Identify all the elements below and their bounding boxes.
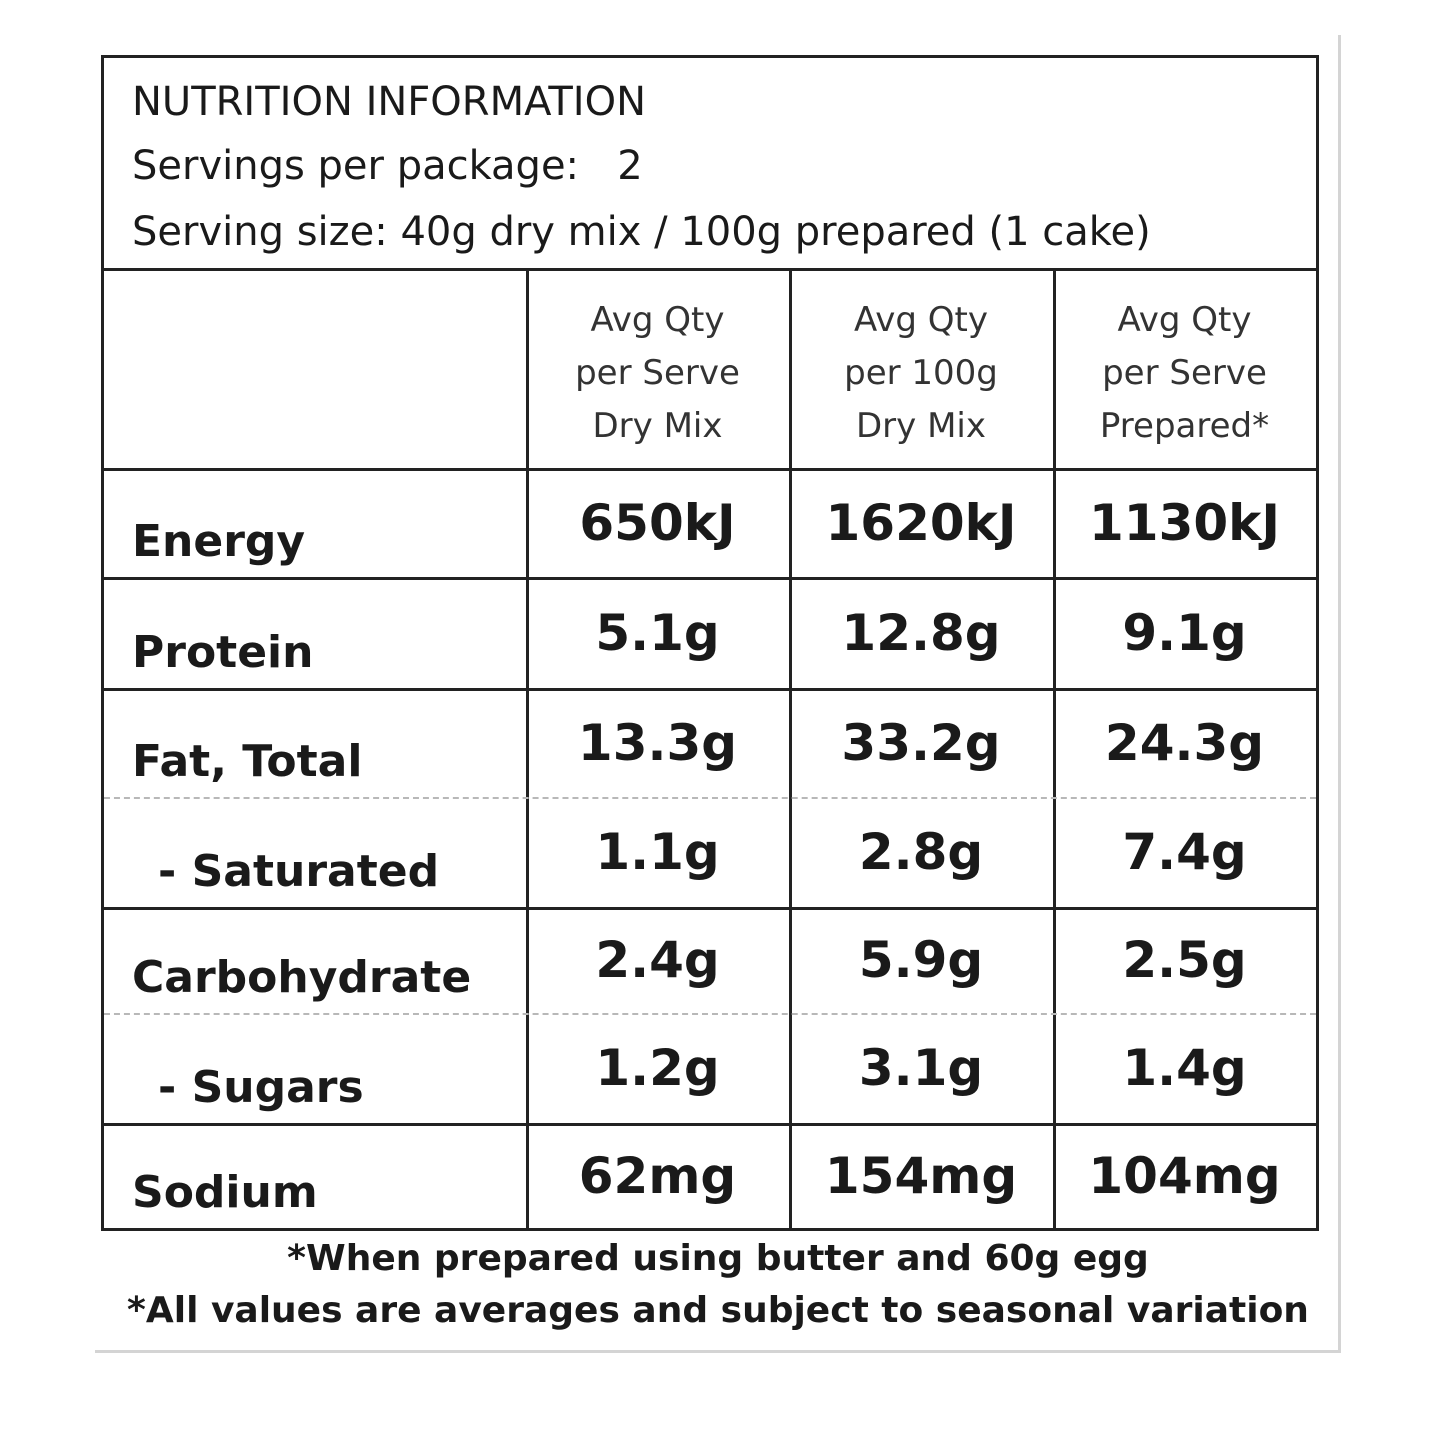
column-header-line: Dry Mix <box>856 406 986 446</box>
nutrient-label: Protein <box>132 627 314 678</box>
column-divider <box>1053 268 1056 1228</box>
row-divider <box>104 1123 1316 1126</box>
nutrient-value: 62mg <box>578 1146 737 1205</box>
column-header-line: per 100g <box>844 353 998 393</box>
frame <box>1338 35 1341 1352</box>
column-header-line: per Serve <box>1102 353 1267 393</box>
servings-label: Servings per package: <box>132 143 580 189</box>
column-header: Avg Qty per Serve Prepared* <box>1053 294 1316 453</box>
column-header: Avg Qty per 100g Dry Mix <box>789 294 1053 453</box>
column-header: Avg Qty per Serve Dry Mix <box>526 294 789 453</box>
title: NUTRITION INFORMATION <box>132 79 646 125</box>
nutrient-value: 2.5g <box>1122 931 1247 989</box>
nutrient-label: - Sugars <box>158 1062 364 1113</box>
nutrient-label: Sodium <box>132 1167 318 1218</box>
nutrient-value: 104mg <box>1088 1146 1281 1205</box>
column-divider <box>789 268 792 1228</box>
column-header-line: Avg Qty <box>854 300 988 340</box>
nutrient-value: 5.9g <box>858 931 984 989</box>
column-header-line: Dry Mix <box>592 406 723 446</box>
footnote: *All values are averages and subject to … <box>127 1290 1309 1331</box>
nutrient-value: 1.1g <box>595 823 720 881</box>
nutrient-value: 3.1g <box>858 1039 984 1097</box>
row-divider <box>104 688 1316 691</box>
footnote: *When prepared using butter and 60g egg <box>287 1238 1149 1279</box>
column-header-line: Prepared* <box>1099 406 1270 446</box>
servings-value: 2 <box>617 143 643 189</box>
row-divider <box>104 577 1316 580</box>
column-header-line: per Serve <box>575 353 740 393</box>
row-divider <box>101 268 1316 271</box>
row-divider <box>104 907 1316 910</box>
nutrient-value: 2.8g <box>858 823 984 881</box>
nutrient-value: 9.1g <box>1122 603 1247 662</box>
nutrient-value: 13.3g <box>577 713 738 772</box>
nutrient-value: 5.1g <box>595 603 720 662</box>
servings: Servings per package: 2 <box>132 142 643 190</box>
serving-size: Serving size: 40g dry mix / 100g prepare… <box>132 209 1151 255</box>
nutrient-value: 1.2g <box>595 1039 720 1097</box>
frame <box>95 1350 1341 1353</box>
nutrient-value: 1.4g <box>1122 1039 1247 1097</box>
nutrient-value: 1130kJ <box>1088 493 1280 552</box>
nutrient-value: 650kJ <box>579 493 736 552</box>
nutrient-value: 12.8g <box>841 603 1001 662</box>
nutrient-label: Carbohydrate <box>132 952 472 1003</box>
nutrient-value: 1620kJ <box>825 493 1017 552</box>
nutrient-label: Fat, Total <box>132 736 363 787</box>
column-header-line: Avg Qty <box>590 300 725 340</box>
row-divider <box>104 1013 1316 1015</box>
nutrient-value: 2.4g <box>595 931 720 989</box>
nutrient-value: 7.4g <box>1122 823 1247 881</box>
nutrient-value: 154mg <box>824 1146 1018 1205</box>
column-header-line: Avg Qty <box>1117 300 1252 340</box>
nutrient-value: 33.2g <box>841 713 1001 772</box>
row-divider <box>104 468 1316 471</box>
nutrient-value: 24.3g <box>1104 713 1265 772</box>
label-box <box>101 55 1319 1231</box>
nutrient-label: - Saturated <box>158 846 440 897</box>
nutrient-label: Energy <box>132 516 306 567</box>
column-divider <box>526 268 529 1228</box>
row-divider <box>104 797 1316 799</box>
